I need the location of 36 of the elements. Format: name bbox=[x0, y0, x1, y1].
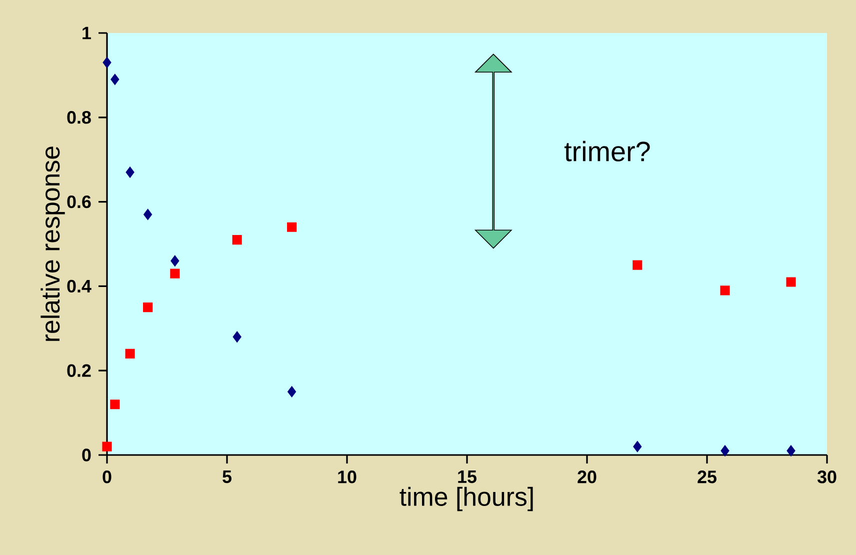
point bbox=[232, 331, 242, 342]
y-tick-label: 0.2 bbox=[67, 364, 91, 377]
point bbox=[232, 234, 242, 245]
point bbox=[287, 222, 297, 232]
point bbox=[720, 445, 730, 456]
point bbox=[125, 348, 135, 358]
x-tick-label: 20 bbox=[578, 470, 596, 484]
point bbox=[102, 442, 112, 452]
point bbox=[126, 166, 134, 178]
x-tick-label: 0 bbox=[102, 470, 112, 484]
point bbox=[143, 302, 153, 312]
y-tick-label: 0.4 bbox=[67, 280, 92, 293]
point bbox=[102, 56, 112, 68]
x-tick-label: 30 bbox=[817, 470, 836, 484]
x-tick-label: 5 bbox=[222, 470, 232, 484]
point bbox=[110, 400, 120, 410]
x-tick-label: 15 bbox=[458, 470, 476, 484]
point bbox=[144, 208, 152, 220]
point bbox=[786, 277, 796, 287]
y-axis-title: relative response bbox=[40, 146, 65, 341]
point bbox=[110, 74, 120, 85]
point bbox=[720, 286, 730, 296]
y-tick-label: 0.6 bbox=[67, 195, 91, 208]
y-tick-label: 0.8 bbox=[67, 111, 91, 124]
x-tick-label: 10 bbox=[338, 470, 356, 484]
point bbox=[786, 445, 796, 456]
point bbox=[288, 386, 296, 398]
annotation: trimer? bbox=[564, 140, 650, 162]
point bbox=[170, 255, 180, 266]
point bbox=[632, 260, 642, 270]
point bbox=[633, 440, 642, 452]
x-tick-label: 25 bbox=[698, 470, 716, 484]
y-tick-label: 1 bbox=[82, 26, 91, 40]
point bbox=[170, 268, 180, 278]
x-axis-title: time [hours] bbox=[400, 486, 533, 512]
y-tick-label: 0 bbox=[82, 448, 91, 462]
